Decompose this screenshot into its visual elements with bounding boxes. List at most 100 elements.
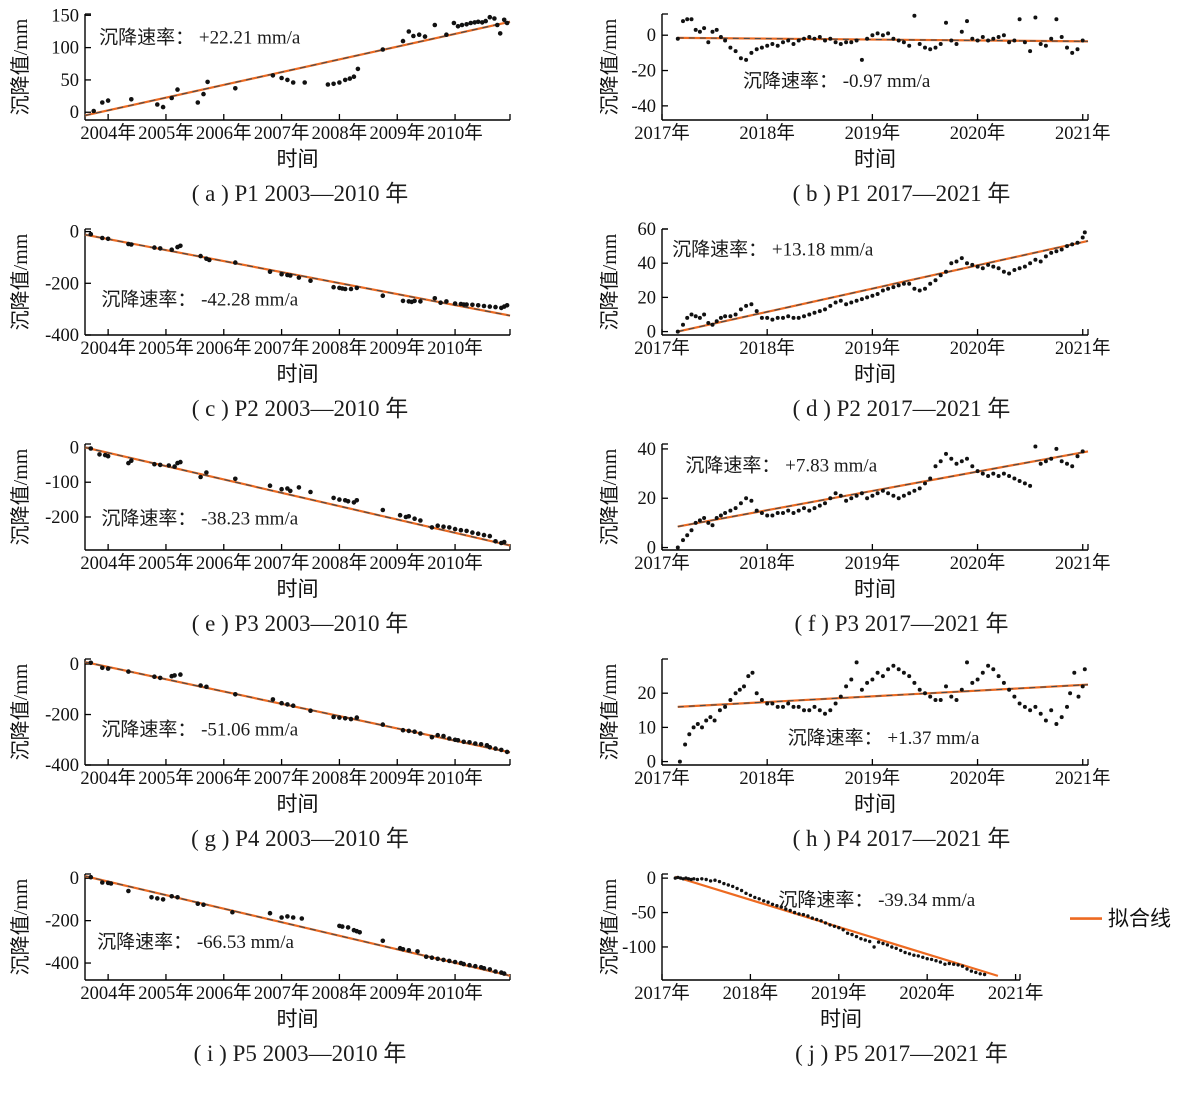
subplot-e: 2004年 2005年 2006年 2007年 2008年 2009年 2010年 0 -100… bbox=[0, 430, 600, 645]
y-axis-label: 沉降值/mm bbox=[600, 233, 621, 330]
x-tick-label: 2005年 bbox=[138, 123, 194, 144]
y-tick-label: 40 bbox=[638, 254, 657, 274]
x-tick-label: 2021年 bbox=[1055, 338, 1111, 359]
y-tick-label: 0 bbox=[647, 323, 656, 343]
x-axis-label: 时间 bbox=[277, 1007, 319, 1031]
x-tick-label: 2007年 bbox=[254, 123, 310, 144]
subplot-i: 2004年 2005年 2006年 2007年 2008年 2009年 2010年 0 -200… bbox=[0, 860, 600, 1109]
axes: 2004年 2005年 2006年 2007年 2008年 2009年 2010年 0 -200… bbox=[45, 223, 511, 359]
x-axis-label: 时间 bbox=[854, 577, 896, 601]
x-tick-label: 2008年 bbox=[312, 338, 368, 359]
chart-b-canvas: 2017年 2018年 2019年 2020年 2021年 0 -20 -40 沉降值/mm 时间… bbox=[600, 13, 1110, 171]
x-tick-label: 2007年 bbox=[254, 983, 310, 1004]
scatter-points bbox=[88, 874, 507, 976]
y-tick-label: -100 bbox=[45, 473, 79, 493]
axes: 2017年 2018年 2019年 2020年 2021年 0 20 40 bbox=[634, 440, 1110, 574]
fit-line-dash-overlay bbox=[84, 446, 511, 547]
y-tick-label: 50 bbox=[61, 71, 80, 91]
axes: 2004年 2005年 2006年 2007年 2008年 2009年 2010年 0 -100… bbox=[45, 438, 511, 574]
chart-e-canvas: 2004年 2005年 2006年 2007年 2008年 2009年 2010年 0 -100… bbox=[9, 438, 511, 601]
x-tick-label: 2004年 bbox=[80, 123, 136, 144]
subplot-c-caption: ( c ) P2 2003—2010 年 bbox=[191, 396, 409, 421]
x-tick-label: 2017年 bbox=[634, 983, 690, 1004]
y-tick-label: 0 bbox=[70, 869, 79, 889]
y-tick-label: -200 bbox=[45, 706, 79, 726]
chart-h-canvas: 2017年 2018年 2019年 2020年 2021年 0 10 20 沉降值/mm 时间 沉降… bbox=[600, 658, 1111, 816]
scatter-points bbox=[675, 230, 1087, 334]
y-axis-label: 沉降值/mm bbox=[600, 663, 621, 760]
y-tick-label: 0 bbox=[70, 438, 79, 458]
subplot-d: 2017年 2018年 2019年 2020年 2021年 0 20 40 60 沉降值/mm 时间… bbox=[600, 215, 1203, 430]
rate-annotation: 沉降速率： -38.23 mm/a bbox=[101, 508, 298, 530]
x-tick-label: 2010年 bbox=[427, 768, 483, 789]
x-tick-label: 2021年 bbox=[988, 983, 1044, 1004]
x-tick-label: 2010年 bbox=[427, 553, 483, 574]
x-tick-label: 2009年 bbox=[369, 768, 425, 789]
y-tick-label: -100 bbox=[622, 938, 656, 958]
x-tick-label: 2005年 bbox=[138, 553, 194, 574]
x-tick-label: 2006年 bbox=[196, 338, 252, 359]
x-tick-label: 2018年 bbox=[739, 123, 795, 144]
x-axis-label: 时间 bbox=[277, 577, 319, 601]
y-tick-label: 0 bbox=[647, 869, 656, 889]
y-axis-label: 沉降值/mm bbox=[600, 448, 621, 545]
x-tick-label: 2007年 bbox=[254, 338, 310, 359]
x-axis-label: 时间 bbox=[277, 362, 319, 386]
x-tick-label: 2004年 bbox=[80, 553, 136, 574]
axes: 2004年 2005年 2006年 2007年 2008年 2009年 2010年 0 -200… bbox=[45, 869, 511, 1004]
chart-i-canvas: 2004年 2005年 2006年 2007年 2008年 2009年 2010年 0 -200… bbox=[9, 869, 511, 1031]
y-tick-label: -400 bbox=[45, 756, 79, 776]
rate-annotation: 沉降速率： -51.06 mm/a bbox=[101, 718, 298, 740]
y-tick-label: -50 bbox=[631, 904, 656, 924]
x-tick-label: 2005年 bbox=[138, 768, 194, 789]
subplot-c: 2004年 2005年 2006年 2007年 2008年 2009年 2010年 0 -200… bbox=[0, 215, 600, 430]
subplot-b: 2017年 2018年 2019年 2020年 2021年 0 -20 -40 沉降值/mm 时间… bbox=[600, 0, 1203, 215]
x-tick-label: 2021年 bbox=[1055, 768, 1111, 789]
subplot-d-caption: ( d ) P2 2017—2021 年 bbox=[792, 396, 1011, 421]
y-tick-label: 0 bbox=[647, 26, 656, 46]
y-tick-label: 150 bbox=[51, 6, 79, 26]
y-axis-label: 沉降值/mm bbox=[9, 878, 32, 975]
x-axis-label: 时间 bbox=[854, 362, 896, 386]
y-tick-label: 0 bbox=[647, 539, 656, 559]
fit-line bbox=[84, 875, 511, 977]
x-tick-label: 2009年 bbox=[369, 338, 425, 359]
y-tick-label: 10 bbox=[638, 718, 657, 738]
subplot-h-caption: ( h ) P4 2017—2021 年 bbox=[792, 826, 1011, 851]
x-tick-label: 2020年 bbox=[950, 768, 1006, 789]
x-tick-label: 2020年 bbox=[899, 983, 955, 1004]
x-axis-label: 时间 bbox=[854, 792, 896, 816]
fit-line-dash-overlay bbox=[677, 450, 1089, 528]
x-tick-label: 2010年 bbox=[427, 983, 483, 1004]
x-tick-label: 2020年 bbox=[950, 553, 1006, 574]
axes: 2017年 2018年 2019年 2020年 2021年 0 20 40 60 bbox=[634, 220, 1110, 359]
fit-line bbox=[84, 20, 511, 117]
axes: 2017年 2018年 2019年 2020年 2021年 0 -50 -100 bbox=[622, 869, 1043, 1004]
x-tick-label: 2018年 bbox=[739, 338, 795, 359]
x-tick-label: 2006年 bbox=[196, 983, 252, 1004]
scatter-points bbox=[88, 446, 507, 546]
rate-annotation: 沉降速率： -42.28 mm/a bbox=[101, 288, 298, 310]
y-tick-label: -40 bbox=[631, 97, 656, 117]
subplot-a-caption: ( a ) P1 2003—2010 年 bbox=[191, 181, 409, 206]
y-axis-label: 沉降值/mm bbox=[9, 663, 32, 760]
x-axis-label: 时间 bbox=[277, 147, 319, 171]
fit-line bbox=[674, 875, 999, 977]
fit-line-dash-overlay bbox=[677, 684, 1089, 708]
x-tick-label: 2009年 bbox=[369, 553, 425, 574]
x-tick-label: 2005年 bbox=[138, 338, 194, 359]
legend-label: 拟合线 bbox=[1108, 907, 1171, 931]
y-tick-label: 40 bbox=[638, 440, 657, 460]
y-tick-label: 20 bbox=[638, 489, 657, 509]
x-tick-label: 2019年 bbox=[845, 123, 901, 144]
x-tick-label: 2019年 bbox=[811, 983, 867, 1004]
y-tick-label: -20 bbox=[631, 62, 656, 82]
chart-g-canvas: 2004年 2005年 2006年 2007年 2008年 2009年 2010年 0 -200… bbox=[9, 655, 511, 816]
subplot-f: 2017年 2018年 2019年 2020年 2021年 0 20 40 沉降值/mm 时间 沉降… bbox=[600, 430, 1203, 645]
subplot-i-caption: ( i ) P5 2003—2010 年 bbox=[193, 1041, 407, 1066]
rate-annotation: 沉降速率： +22.21 mm/a bbox=[99, 27, 301, 49]
x-tick-label: 2010年 bbox=[427, 338, 483, 359]
x-tick-label: 2004年 bbox=[80, 768, 136, 789]
scatter-points bbox=[91, 14, 510, 114]
